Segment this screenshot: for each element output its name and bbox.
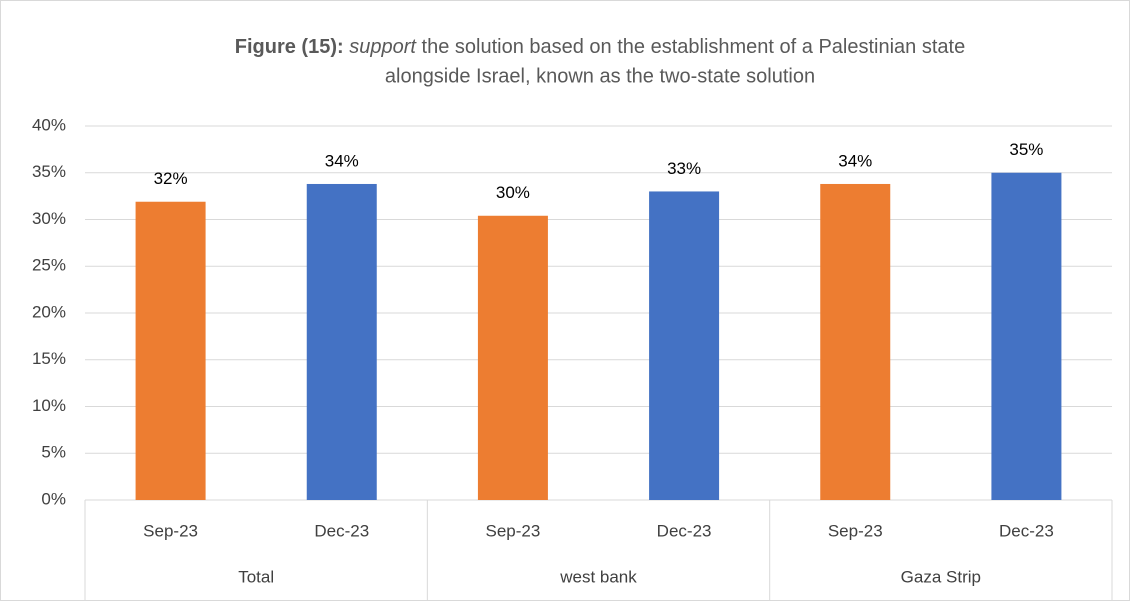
group-label: west bank — [559, 567, 637, 586]
group-label: Total — [238, 567, 274, 586]
x-tick-label: Dec-23 — [657, 521, 712, 540]
bar — [135, 201, 206, 501]
y-tick-label: 35% — [32, 162, 66, 181]
x-tick-label: Sep-23 — [828, 521, 883, 540]
x-tick-label: Dec-23 — [314, 521, 369, 540]
group-label: Gaza Strip — [901, 567, 981, 586]
value-label: 35% — [1009, 140, 1043, 159]
bar — [820, 183, 891, 500]
bar — [477, 215, 548, 500]
y-tick-label: 5% — [41, 443, 66, 462]
y-tick-label: 20% — [32, 302, 66, 321]
value-label: 32% — [154, 169, 188, 188]
y-tick-label: 15% — [32, 349, 66, 368]
y-tick-label: 0% — [41, 489, 66, 508]
value-label: 33% — [667, 159, 701, 178]
bar — [649, 191, 720, 500]
value-label: 34% — [838, 151, 872, 170]
value-label: 30% — [496, 183, 530, 202]
value-label: 34% — [325, 151, 359, 170]
bar — [306, 183, 377, 500]
title-italic: support — [349, 36, 417, 58]
y-tick-label: 10% — [32, 396, 66, 415]
x-tick-label: Sep-23 — [486, 521, 541, 540]
y-tick-label: 30% — [32, 209, 66, 228]
x-tick-label: Sep-23 — [143, 521, 198, 540]
y-tick-label: 40% — [32, 115, 66, 134]
chart-title: Figure (15): support the solution based … — [235, 36, 965, 58]
title-bold: Figure (15): — [235, 36, 344, 58]
title-text: the solution based on the establishment … — [422, 36, 966, 58]
chart-title-line: alongside Israel, known as the two-state… — [385, 65, 815, 87]
x-tick-label: Dec-23 — [999, 521, 1054, 540]
y-tick-label: 25% — [32, 256, 66, 275]
bar — [991, 172, 1062, 500]
